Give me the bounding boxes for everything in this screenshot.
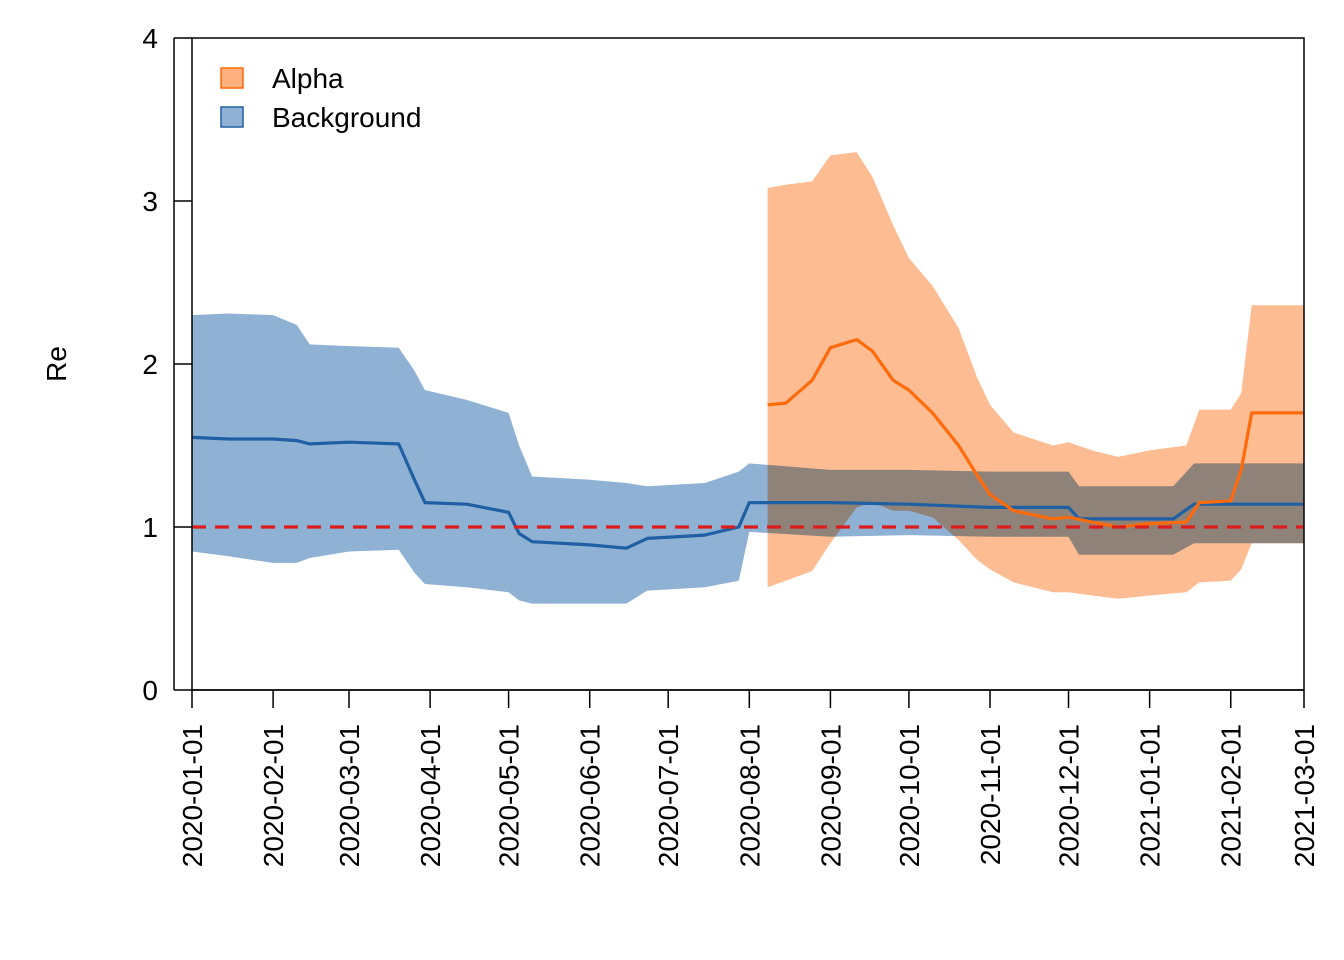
legend: Alpha Background <box>220 63 421 133</box>
y-tick-label: 3 <box>142 186 158 217</box>
credible-bands <box>192 152 1304 604</box>
x-tick-label: 2020-03-01 <box>334 724 365 867</box>
x-tick-label: 2020-09-01 <box>815 724 846 867</box>
alpha-median-line <box>767 338 1304 529</box>
x-tick-label: 2020-11-01 <box>975 724 1006 865</box>
x-tick-label: 2020-07-01 <box>653 724 684 867</box>
x-tick-label: 2021-01-01 <box>1135 724 1166 867</box>
x-axis: 2020-01-01 2020-02-01 2020-03-01 2020-04-01… <box>177 689 1320 867</box>
y-axis: 0 1 2 3 4 <box>142 23 192 706</box>
y-tick-label: 2 <box>142 349 158 380</box>
x-tick-label: 2020-04-01 <box>415 724 446 867</box>
x-tick-label: 2021-03-01 <box>1289 724 1320 867</box>
median-lines <box>191 338 1304 550</box>
x-tick-label: 2020-10-01 <box>894 724 925 867</box>
x-tick-label: 2020-05-01 <box>494 724 525 867</box>
legend-swatch-background <box>220 106 244 128</box>
x-tick-label: 2020-01-01 <box>177 724 208 867</box>
legend-label-background: Background <box>272 102 421 133</box>
x-tick-label: 2020-08-01 <box>734 724 765 867</box>
y-axis-label: Re <box>41 346 72 382</box>
alpha-band <box>767 152 1304 599</box>
x-tick-label: 2021-02-01 <box>1216 724 1247 867</box>
y-tick-label: 4 <box>142 23 158 54</box>
y-tick-label: 0 <box>142 675 158 706</box>
x-tick-label: 2020-06-01 <box>575 724 606 867</box>
legend-swatch-alpha <box>220 67 244 89</box>
background-median-line <box>191 435 1304 550</box>
y-tick-label: 1 <box>142 512 158 543</box>
legend-label-alpha: Alpha <box>272 63 344 94</box>
x-tick-label: 2020-12-01 <box>1054 724 1085 867</box>
x-tick-label: 2020-02-01 <box>258 724 289 867</box>
